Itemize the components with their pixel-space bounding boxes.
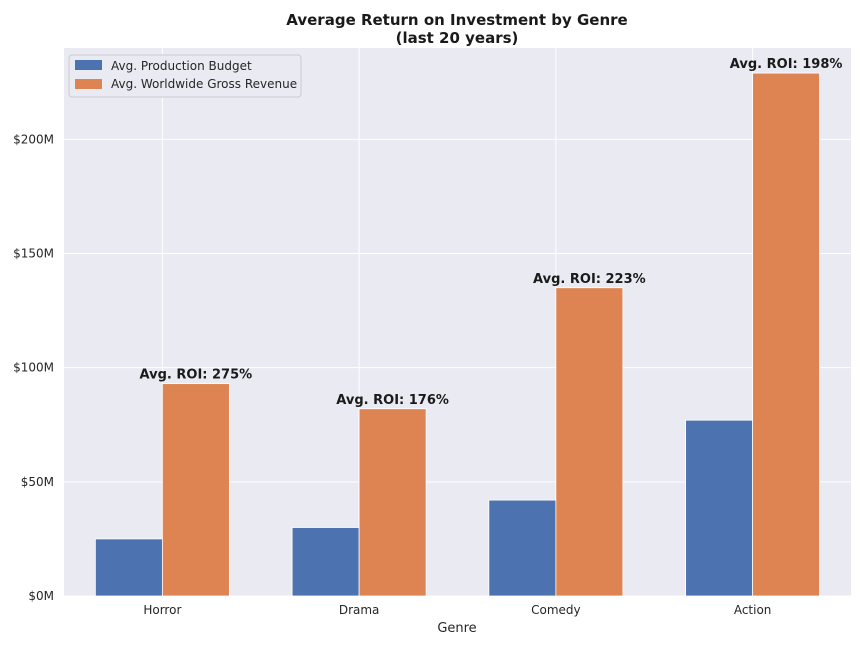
legend-label-revenue: Avg. Worldwide Gross Revenue bbox=[111, 77, 297, 91]
roi-label: Avg. ROI: 176% bbox=[336, 393, 449, 408]
x-tick-label: Drama bbox=[339, 603, 380, 617]
legend-box bbox=[68, 54, 302, 98]
roi-label: Avg. ROI: 223% bbox=[533, 272, 646, 287]
chart-title-line2: (last 20 years) bbox=[396, 29, 519, 47]
chart-title-line1: Average Return on Investment by Genre bbox=[286, 11, 627, 29]
y-tick-label: $150M bbox=[13, 247, 54, 261]
legend: Avg. Production Budget Avg. Worldwide Gr… bbox=[68, 54, 302, 98]
x-tick-label: Horror bbox=[143, 603, 181, 617]
bar-labels: Avg. ROI: 275% Avg. ROI: 176% Avg. ROI: 22… bbox=[140, 57, 843, 408]
bar-budget bbox=[685, 419, 754, 597]
bar-revenue bbox=[555, 287, 624, 597]
x-axis-ticks: Horror Drama Comedy Action bbox=[143, 603, 771, 617]
bar-budget bbox=[488, 499, 557, 597]
y-tick-label: $50M bbox=[21, 475, 54, 489]
y-tick-label: $100M bbox=[13, 361, 54, 375]
roi-label: Avg. ROI: 275% bbox=[140, 368, 253, 383]
x-tick-label: Action bbox=[734, 603, 772, 617]
bar-revenue bbox=[358, 408, 427, 597]
legend-label-budget: Avg. Production Budget bbox=[111, 59, 252, 73]
y-tick-label: $200M bbox=[13, 132, 54, 146]
legend-swatch-revenue bbox=[75, 79, 102, 89]
bar-revenue bbox=[161, 383, 230, 597]
roi-label: Avg. ROI: 198% bbox=[730, 57, 843, 72]
x-tick-label: Comedy bbox=[531, 603, 581, 617]
bar-budget bbox=[291, 527, 360, 597]
bar-revenue bbox=[752, 72, 821, 597]
bars bbox=[94, 72, 821, 597]
legend-swatch-budget bbox=[75, 60, 102, 70]
x-axis-label: Genre bbox=[437, 621, 476, 636]
y-axis-ticks: $0M $50M $100M $150M $200M bbox=[13, 132, 54, 603]
y-tick-label: $0M bbox=[28, 589, 54, 603]
bar-budget bbox=[94, 538, 163, 597]
